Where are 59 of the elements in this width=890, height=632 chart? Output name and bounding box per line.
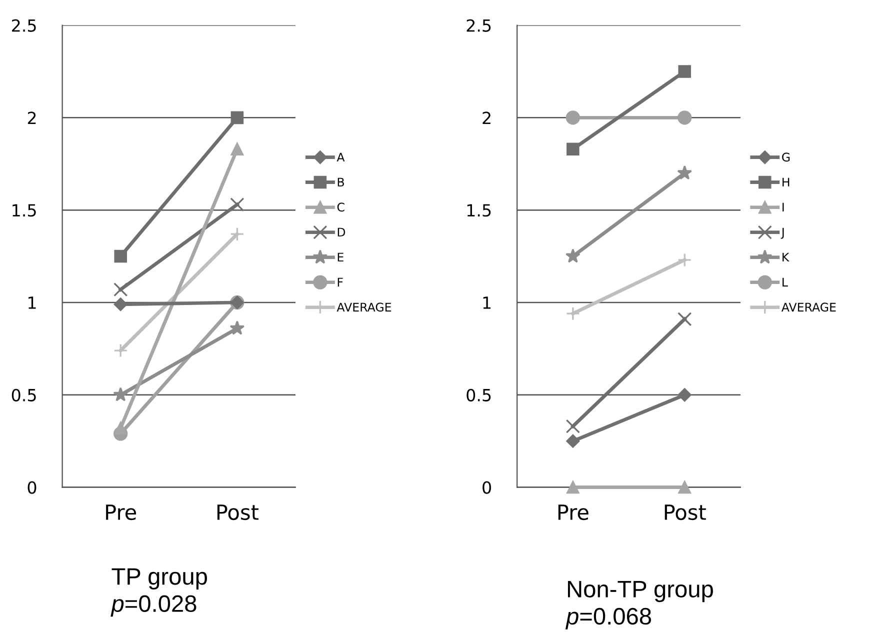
y-tick-label: 2.5 (466, 19, 491, 32)
legend-label: L (782, 278, 788, 286)
point (566, 142, 580, 156)
y-tick-label: 1.5 (12, 204, 36, 217)
legend-label: E (338, 252, 344, 262)
legend-label: H (782, 178, 790, 186)
point (678, 252, 692, 268)
y-tick-label: 2.5 (12, 19, 36, 32)
legend-label: I (782, 202, 784, 212)
legend-label: F (338, 278, 343, 286)
legend-label: D (338, 228, 346, 236)
point (566, 419, 580, 434)
point (678, 388, 692, 402)
x-tick-label: Pre (106, 504, 136, 520)
point (114, 282, 128, 297)
x-tick-label: Post (217, 504, 258, 520)
point (566, 434, 580, 448)
y-tick-label: 0 (28, 481, 36, 494)
legend-label: B (338, 178, 344, 186)
point (566, 306, 580, 321)
legend-label: G (782, 152, 790, 162)
point (678, 312, 692, 326)
y-tick-label: 1 (28, 296, 36, 309)
point (230, 197, 244, 212)
legend-label: K (782, 252, 790, 262)
x-tick-label: Pre (558, 504, 588, 520)
point (678, 480, 692, 494)
text: p=0.028 (110, 595, 196, 617)
legend-label: J (780, 228, 784, 239)
y-tick-label: 0 (482, 481, 491, 494)
point (566, 480, 580, 494)
point (114, 422, 127, 435)
point (566, 110, 580, 125)
point (230, 111, 244, 124)
x-tick-label: Post (664, 504, 706, 520)
legend-label: A (336, 152, 345, 162)
point (230, 142, 244, 156)
point (677, 165, 692, 180)
point (114, 343, 128, 358)
y-tick-label: 0.5 (12, 388, 36, 402)
point (114, 250, 127, 263)
y-tick-label: 0.5 (466, 388, 491, 402)
point (114, 298, 128, 312)
y-tick-label: 1 (483, 296, 491, 309)
y-tick-label: 2 (28, 112, 36, 124)
legend-label: C (337, 202, 344, 212)
text: TP group (112, 568, 207, 590)
point (678, 65, 692, 78)
legend-label: AVERAGE (336, 302, 392, 312)
y-tick-label: 2 (482, 112, 490, 124)
point (566, 248, 580, 263)
legend-label: AVERAGE (782, 302, 836, 312)
y-tick-label: 1.5 (467, 204, 491, 217)
text: Non-TP group (568, 580, 713, 602)
text: p=0.068 (565, 608, 652, 630)
point (113, 387, 128, 402)
point (678, 110, 692, 125)
point (230, 227, 244, 242)
point (230, 320, 245, 335)
